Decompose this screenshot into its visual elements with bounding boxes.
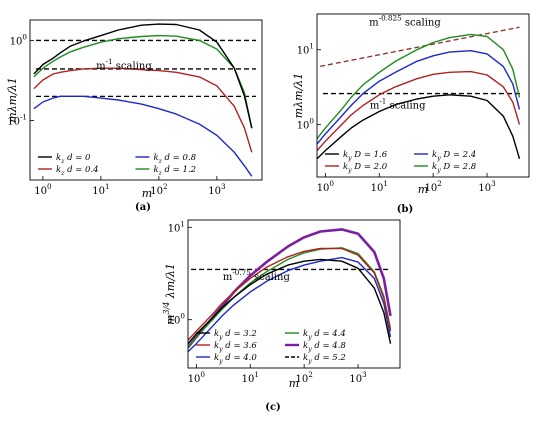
series-line <box>188 247 392 341</box>
series-line <box>317 50 521 145</box>
x-tick-label: 102 <box>150 182 167 197</box>
y-tick-label: 100 <box>168 312 186 327</box>
legend: kz d = 0kz d = 0.4 kz d = 0.8kz d = 1.2 <box>38 153 197 177</box>
plot-frame <box>187 219 401 369</box>
x-tick-label: 102 <box>295 370 312 385</box>
plot-area <box>188 228 392 353</box>
legend-label: ky D = 2.8 <box>432 162 477 174</box>
y-tick-label: 100 <box>10 32 28 47</box>
legend-label: ky D = 1.6 <box>343 150 388 162</box>
y-tick-label: 101 <box>168 219 185 234</box>
legend-label: kz d = 0 <box>56 153 91 165</box>
series-line <box>33 34 253 129</box>
chart-panel-2: 100 101 102 103 100 101 m mλm/λ1 m-0.825 scaling… <box>292 13 530 215</box>
x-tick-label: 100 <box>34 182 52 197</box>
reference-line <box>320 26 520 67</box>
x-tick-label: 100 <box>317 179 335 194</box>
y-tick-label: 101 <box>297 42 314 57</box>
y-axis-label: mλm/λ1 <box>6 77 19 123</box>
y-axis-label: m3/4 λm/λ1 <box>162 263 177 325</box>
y-tick-label: 10-1 <box>7 112 27 127</box>
legend-label: ky d = 4.0 <box>214 353 257 365</box>
x-tick-label: 101 <box>371 179 388 194</box>
annotation: m-1 scaling <box>96 57 152 72</box>
annotation: m-0.825 scaling <box>369 14 441 29</box>
x-axis-label: m <box>142 187 152 200</box>
legend-label: ky d = 3.6 <box>214 341 257 353</box>
legend-label: ky d = 4.4 <box>303 329 346 341</box>
x-tick-label: 103 <box>208 182 226 197</box>
annotation: m-0.75 scaling <box>223 268 291 283</box>
chart-panel-1: 100 101 102 103 100 10-1 m mλm/λ1 m-1 scaling kz … <box>6 19 263 213</box>
y-axis-label: mλm/λ1 <box>292 73 305 119</box>
legend: ky D = 1.6ky D = 2.0 ky D = 2.4ky D = 2.8 <box>325 150 477 174</box>
x-tick-label: 102 <box>424 179 441 194</box>
legend-label: ky D = 2.0 <box>343 162 388 174</box>
legend-label: ky d = 5.2 <box>303 353 346 365</box>
plot-frame <box>316 13 530 178</box>
annotation: m-1 scaling <box>370 96 426 111</box>
x-tick-label: 101 <box>242 370 259 385</box>
x-tick-label: 103 <box>478 179 496 194</box>
x-axis-label: m <box>418 183 428 196</box>
panel-tag: (a) <box>135 202 151 213</box>
panel-tag: (b) <box>397 204 413 215</box>
x-tick-label: 100 <box>188 370 206 385</box>
legend: ky d = 3.2ky d = 3.6ky d = 4.0 ky d = 4.4… <box>196 329 346 365</box>
plot-area <box>33 23 256 177</box>
legend-label: kz d = 1.2 <box>153 165 196 177</box>
panel-tag: (c) <box>265 402 281 413</box>
x-axis-label: m <box>289 377 299 390</box>
series-line <box>317 33 521 140</box>
series-line <box>33 67 253 153</box>
chart-panel-3: 100 101 102 103 100 101 m m3/4 λm/λ1 m-0.75 scal… <box>162 219 401 413</box>
legend-label: ky d = 4.8 <box>303 341 346 353</box>
legend-label: ky d = 3.2 <box>214 329 257 341</box>
legend-label: kz d = 0.4 <box>56 165 99 177</box>
legend-label: kz d = 0.8 <box>153 153 196 165</box>
series-line <box>33 23 253 129</box>
plot-area <box>317 26 523 160</box>
y-tick-label: 100 <box>297 117 315 132</box>
plot-frame <box>29 19 263 181</box>
x-tick-label: 103 <box>349 370 367 385</box>
legend-label: ky D = 2.4 <box>432 150 476 162</box>
series-line <box>33 95 253 177</box>
x-tick-label: 101 <box>92 182 109 197</box>
